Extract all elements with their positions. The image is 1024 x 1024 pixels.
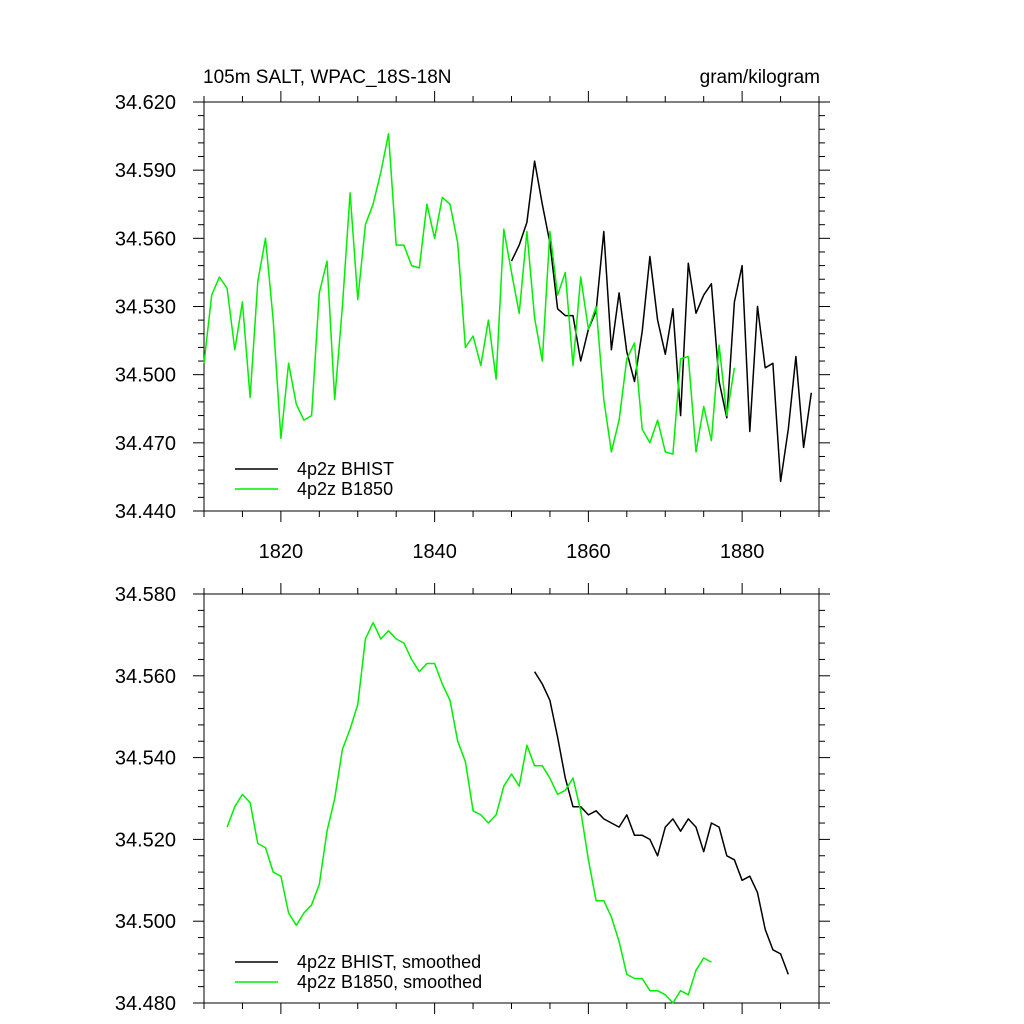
series-line-bhist <box>533 671 790 975</box>
panel-top: 105m SALT, WPAC_18S-18N gram/kilogram 34… <box>115 67 830 563</box>
chart-title-left: 105m SALT, WPAC_18S-18N <box>203 67 452 88</box>
y-tick-label: 34.500 <box>115 911 176 933</box>
y-tick-label: 34.590 <box>115 160 176 182</box>
y-tick-label: 34.540 <box>115 748 176 770</box>
y-tick-label: 34.560 <box>115 666 176 688</box>
y-tick-label: 34.530 <box>115 297 176 319</box>
y-tick-label: 34.470 <box>115 433 176 455</box>
legend-label: 4p2z BHIST <box>297 459 394 479</box>
y-tick-label: 34.620 <box>115 92 176 114</box>
x-tick-label: 1840 <box>412 541 457 563</box>
y-tick-label: 34.480 <box>115 993 176 1015</box>
series-line-bhist <box>510 160 813 483</box>
plot-frame <box>203 101 820 512</box>
plot-frame <box>203 593 820 1004</box>
y-tick-label: 34.520 <box>115 829 176 851</box>
x-tick-label: 1820 <box>259 541 304 563</box>
chart-units-label: gram/kilogram <box>700 67 820 88</box>
panel-bottom: 34.480 34.500 34.520 34.540 34.560 34.580 4p2z… <box>115 583 830 1015</box>
y-tick-label: 34.500 <box>115 365 176 387</box>
y-tick-label: 34.580 <box>115 584 176 606</box>
series-line-b1850 <box>203 133 736 455</box>
y-tick-label: 34.560 <box>115 228 176 250</box>
x-tick-label: 1860 <box>566 541 611 563</box>
legend-label: 4p2z B1850 <box>297 479 393 499</box>
series-line-b1850 <box>226 621 712 1004</box>
legend-label: 4p2z B1850, smoothed <box>297 972 482 992</box>
legend-label: 4p2z BHIST, smoothed <box>297 952 481 972</box>
y-tick-label: 34.440 <box>115 501 176 523</box>
x-tick-label: 1880 <box>720 541 765 563</box>
